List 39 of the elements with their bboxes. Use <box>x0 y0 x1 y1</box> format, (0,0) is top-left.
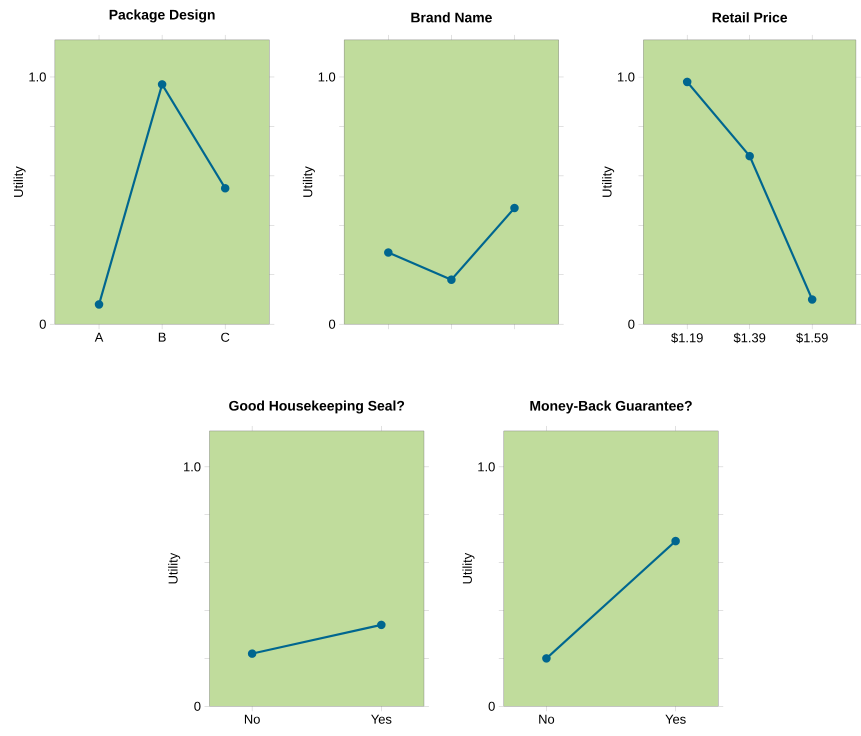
y-axis-title: Utility <box>302 166 315 197</box>
y-tick-label: 0 <box>40 320 46 329</box>
point <box>447 275 456 284</box>
y-tick-label: 1.0 <box>29 72 46 82</box>
y-tick-label: 1.0 <box>478 462 495 472</box>
y-tick-label: 1.0 <box>318 72 336 82</box>
chart-title: Retail Price <box>712 12 788 22</box>
point <box>94 300 104 309</box>
point <box>510 204 519 212</box>
chart-title: Package Design <box>110 9 215 22</box>
x-tick-label: Yes <box>665 714 686 724</box>
y-axis-title: Utility <box>602 166 614 197</box>
y-tick-label: 0 <box>628 320 634 329</box>
y-axis-title: Utility <box>168 552 180 584</box>
chart-title: Brand Name <box>411 12 492 22</box>
y-tick-label: 0 <box>194 702 200 711</box>
chart-title: Money-Back Guarantee? <box>530 400 692 414</box>
y-tick-label: 1.0 <box>184 462 200 472</box>
y-tick-label: 1.0 <box>618 72 634 82</box>
x-tick-label: Yes <box>371 714 392 724</box>
x-tick-label: B <box>158 332 166 342</box>
x-tick-label: No <box>244 714 260 724</box>
point <box>220 184 230 192</box>
x-tick-label: $1.19 <box>671 332 703 344</box>
x-tick-label: $1.39 <box>734 332 766 344</box>
x-tick-label: A <box>94 332 104 342</box>
point <box>384 248 393 257</box>
y-axis-title: Utility <box>14 166 26 197</box>
x-tick-label: $1.59 <box>796 332 828 344</box>
point <box>808 295 816 304</box>
y-tick-label: 0 <box>488 702 495 711</box>
point <box>745 152 754 160</box>
y-tick-label: 0 <box>328 320 336 329</box>
point <box>682 78 692 86</box>
x-tick-label: No <box>539 714 554 724</box>
x-tick-label: C <box>221 332 230 342</box>
point <box>158 80 166 89</box>
y-axis-title: Utility <box>462 552 474 584</box>
chart-title: Good Housekeeping Seal? <box>229 400 404 414</box>
